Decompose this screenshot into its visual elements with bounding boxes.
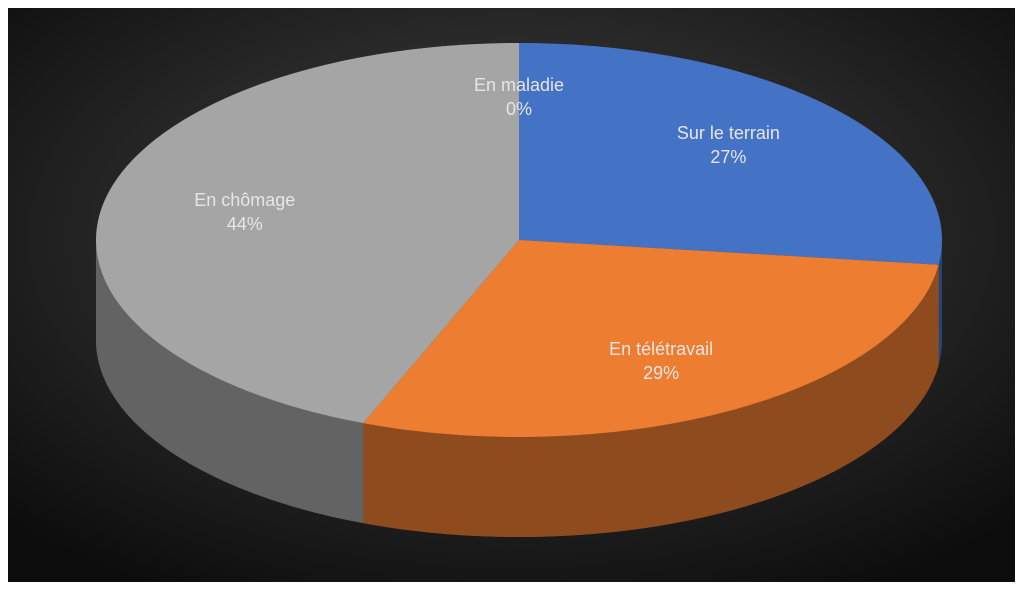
side-shade (363, 264, 939, 537)
slice-value-label: 0% (506, 99, 532, 119)
slice-label: Sur le terrain (677, 123, 780, 143)
slice (519, 43, 942, 265)
slice-label: En télétravail (609, 339, 713, 359)
slice-label: En maladie (474, 75, 564, 95)
slice-value-label: 44% (227, 214, 263, 234)
slice-value-label: 27% (710, 147, 746, 167)
slice (363, 240, 939, 437)
slice-side (96, 240, 364, 524)
slice-value-label: 29% (643, 363, 679, 383)
slice-label: En chômage (194, 190, 295, 210)
side-shade (938, 240, 942, 365)
slice-side (938, 240, 942, 365)
slice-side (363, 264, 939, 537)
slice (96, 43, 519, 424)
side-shade (96, 240, 364, 524)
